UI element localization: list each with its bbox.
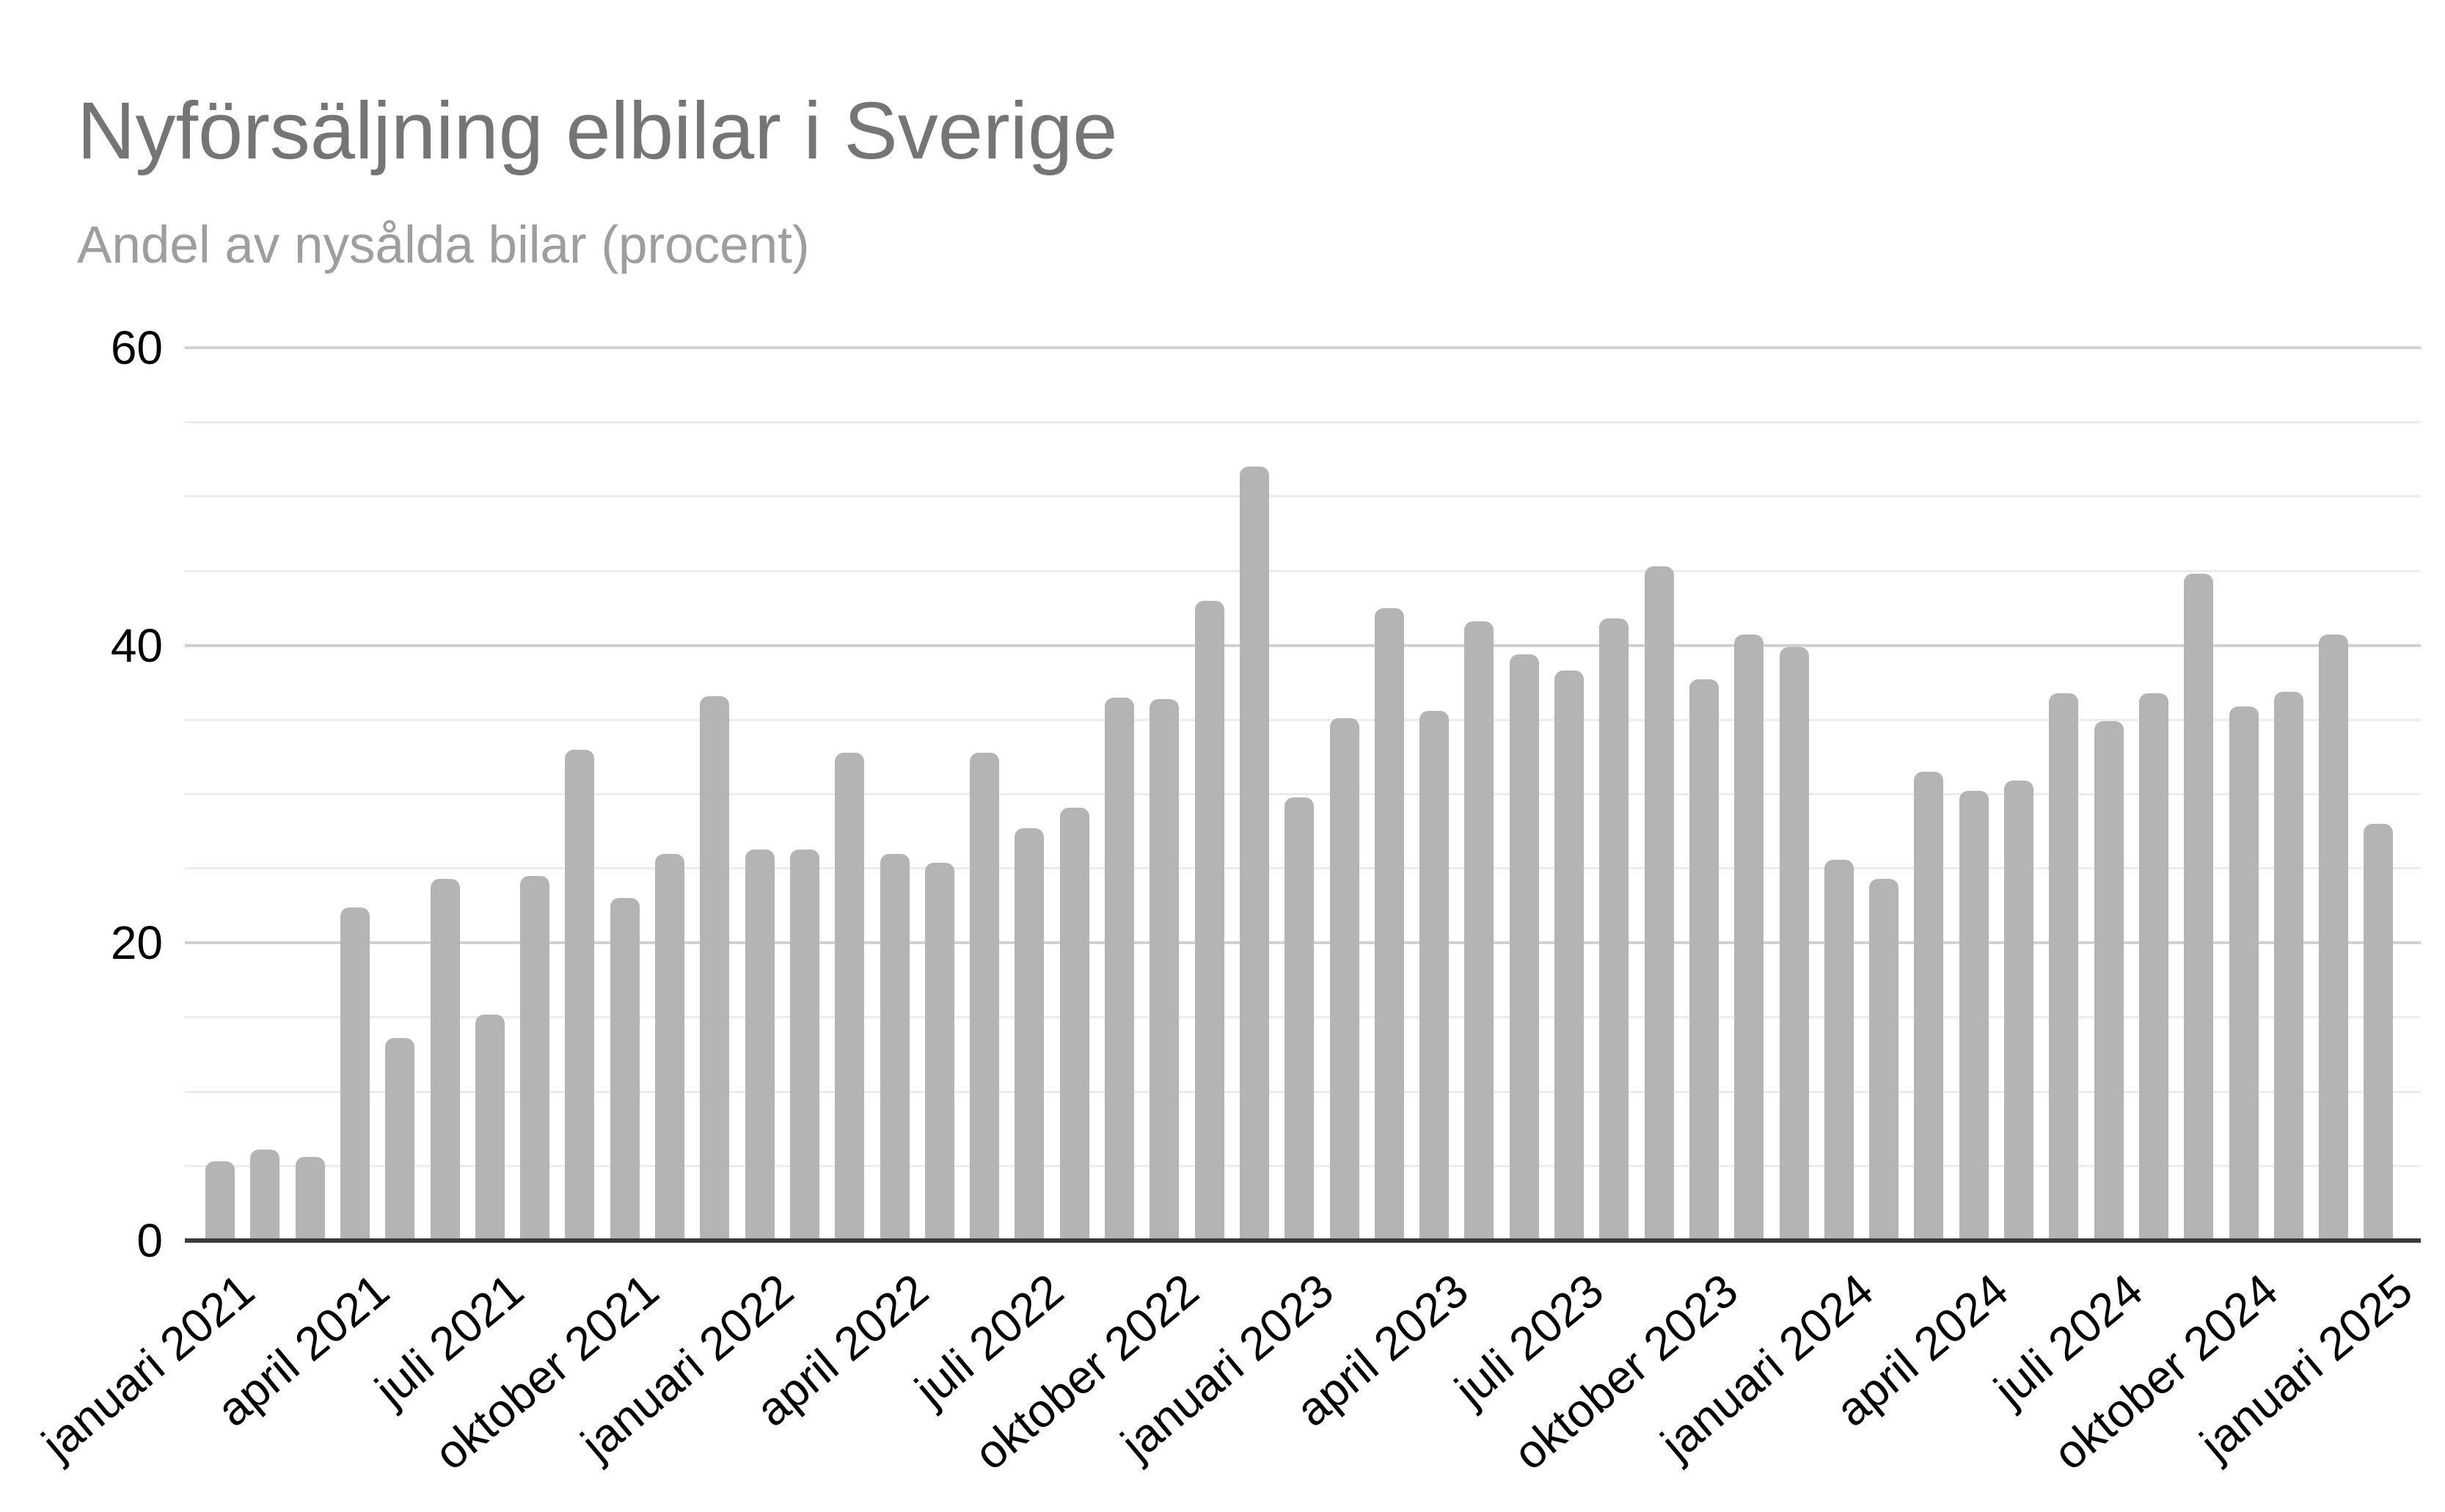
bar (1105, 697, 1134, 1241)
bar (1150, 698, 1180, 1241)
bar (1914, 772, 1944, 1241)
bar (250, 1150, 280, 1241)
bar (610, 898, 640, 1241)
bar (2229, 706, 2259, 1241)
bar (1644, 566, 1674, 1241)
bar (655, 853, 684, 1241)
bar (700, 695, 730, 1241)
bar (1015, 828, 1045, 1241)
gridline-minor (185, 569, 2421, 572)
y-tick-label: 60 (110, 321, 163, 374)
y-tick-label: 0 (136, 1214, 163, 1267)
bar (745, 849, 775, 1241)
gridline-minor (185, 420, 2421, 423)
bar (1779, 646, 1809, 1241)
bar (2273, 691, 2303, 1241)
bar (2004, 781, 2033, 1241)
x-tick-label: januari 2021 (32, 1263, 264, 1470)
gridline-major (185, 643, 2421, 647)
chart-subtitle: Andel av nysålda bilar (procent) (77, 216, 810, 274)
bar (1599, 618, 1629, 1241)
chart-title: Nyförsäljning elbilar i Sverige (77, 86, 1118, 176)
bar (205, 1161, 235, 1241)
bar (1239, 467, 1269, 1241)
bar (1419, 710, 1450, 1241)
bar (1554, 671, 1584, 1241)
y-tick-label: 40 (110, 618, 163, 672)
bar (924, 862, 954, 1241)
bar (1824, 859, 1854, 1241)
bar (880, 853, 910, 1241)
bar (2138, 693, 2168, 1241)
bar (1374, 607, 1404, 1241)
bar (1464, 621, 1494, 1241)
bar (2094, 721, 2124, 1241)
bar (520, 876, 550, 1241)
gridline-major (185, 346, 2421, 349)
bar (1194, 600, 1224, 1241)
bar (1329, 718, 1359, 1241)
bar (835, 752, 865, 1241)
bar (1509, 654, 1539, 1241)
bar (1059, 807, 1089, 1241)
bar (385, 1038, 415, 1241)
bar (970, 752, 1000, 1241)
y-tick-label: 20 (110, 916, 163, 970)
bar (295, 1157, 325, 1241)
bar (475, 1014, 505, 1241)
bar (1284, 797, 1315, 1241)
bar (2184, 574, 2214, 1241)
bar (565, 749, 595, 1241)
bar (2319, 635, 2349, 1241)
bar (1734, 635, 1764, 1241)
gridline-minor (185, 495, 2421, 498)
x-axis-line (185, 1238, 2421, 1243)
bar (789, 849, 819, 1241)
bar (1689, 679, 1719, 1241)
bar (430, 879, 460, 1241)
bar (1869, 879, 1899, 1241)
bar (2049, 693, 2079, 1241)
bar (2364, 824, 2394, 1241)
gridline-minor (185, 718, 2421, 721)
bar (340, 907, 370, 1241)
gridline-minor (185, 793, 2421, 795)
bar (1959, 791, 1989, 1241)
